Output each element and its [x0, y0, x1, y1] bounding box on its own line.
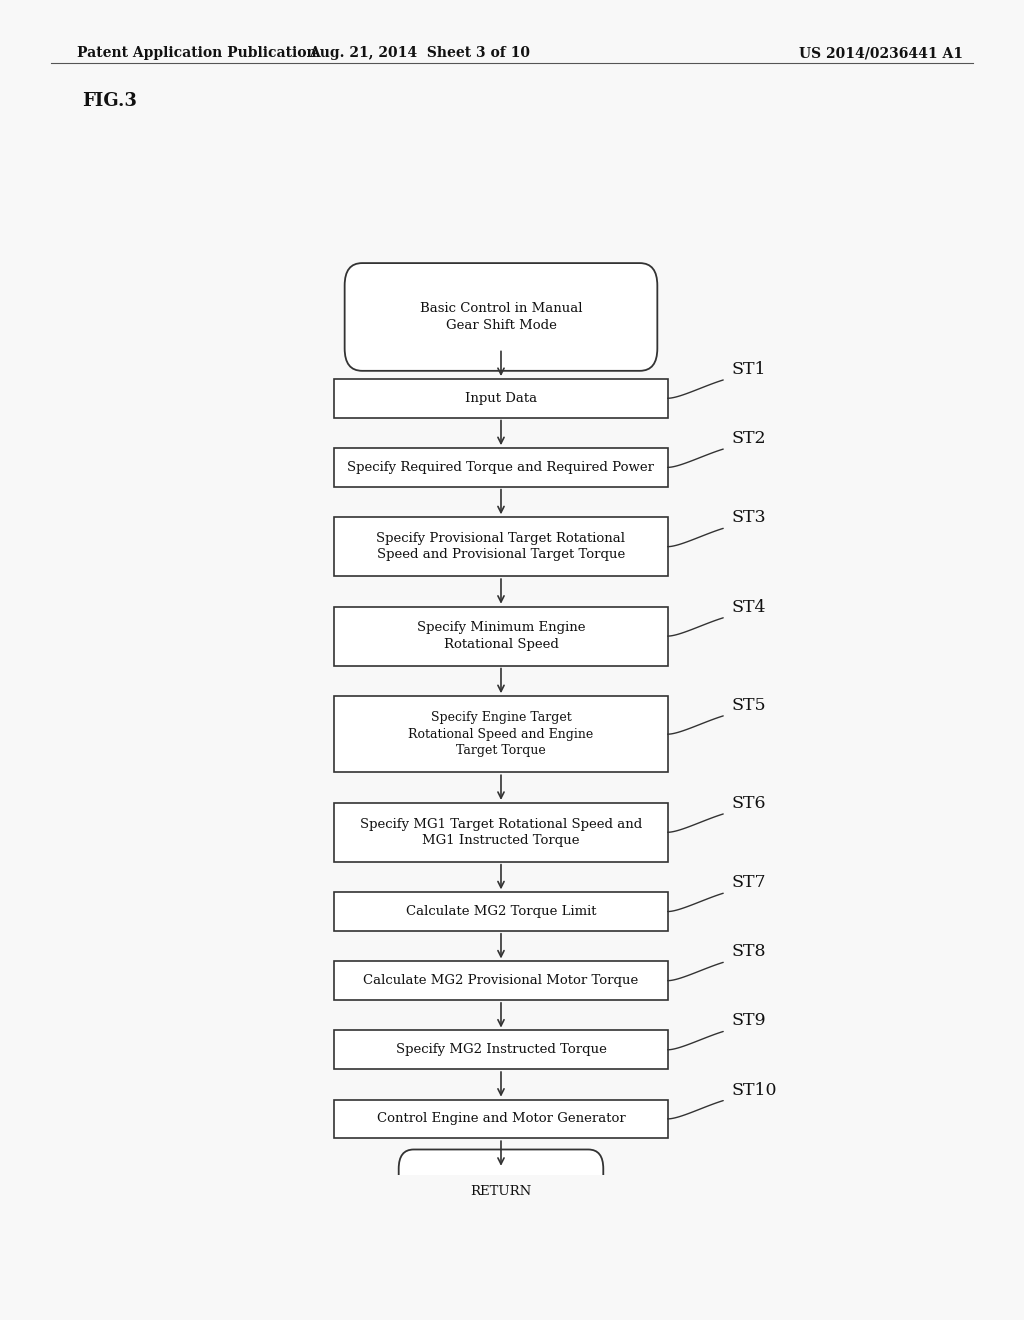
- Bar: [334, 517, 668, 576]
- Text: Specify MG1 Target Rotational Speed and
MG1 Instructed Torque: Specify MG1 Target Rotational Speed and …: [359, 817, 642, 847]
- Text: Patent Application Publication: Patent Application Publication: [77, 46, 316, 61]
- Text: ST1: ST1: [731, 360, 766, 378]
- Text: ST6: ST6: [731, 795, 766, 812]
- Text: ST10: ST10: [731, 1081, 776, 1098]
- Text: Input Data: Input Data: [465, 392, 537, 405]
- Bar: [334, 1100, 668, 1138]
- Text: FIG.3: FIG.3: [82, 92, 137, 111]
- Bar: [334, 803, 668, 862]
- Text: ST4: ST4: [731, 599, 766, 616]
- Text: ST8: ST8: [731, 944, 766, 961]
- Text: Aug. 21, 2014  Sheet 3 of 10: Aug. 21, 2014 Sheet 3 of 10: [309, 46, 530, 61]
- Text: Specify Provisional Target Rotational
Speed and Provisional Target Torque: Specify Provisional Target Rotational Sp…: [377, 532, 626, 561]
- Bar: [334, 607, 668, 665]
- Bar: [334, 892, 668, 931]
- FancyBboxPatch shape: [398, 1150, 603, 1234]
- Text: RETURN: RETURN: [470, 1185, 531, 1199]
- Text: Calculate MG2 Provisional Motor Torque: Calculate MG2 Provisional Motor Torque: [364, 974, 639, 987]
- Text: Specify Engine Target
Rotational Speed and Engine
Target Torque: Specify Engine Target Rotational Speed a…: [409, 711, 594, 758]
- Text: Control Engine and Motor Generator: Control Engine and Motor Generator: [377, 1113, 626, 1126]
- Text: Specify Minimum Engine
Rotational Speed: Specify Minimum Engine Rotational Speed: [417, 622, 586, 651]
- Bar: [334, 1031, 668, 1069]
- Bar: [334, 447, 668, 487]
- Text: Specify MG2 Instructed Torque: Specify MG2 Instructed Torque: [395, 1043, 606, 1056]
- Bar: [334, 379, 668, 417]
- Text: Specify Required Torque and Required Power: Specify Required Torque and Required Pow…: [347, 461, 654, 474]
- Bar: [334, 696, 668, 772]
- Text: ST2: ST2: [731, 430, 766, 447]
- Text: ST7: ST7: [731, 874, 766, 891]
- Text: US 2014/0236441 A1: US 2014/0236441 A1: [799, 46, 963, 61]
- Text: Calculate MG2 Torque Limit: Calculate MG2 Torque Limit: [406, 906, 596, 917]
- Bar: [334, 961, 668, 1001]
- Text: ST5: ST5: [731, 697, 766, 714]
- FancyBboxPatch shape: [345, 263, 657, 371]
- Text: ST9: ST9: [731, 1012, 766, 1030]
- Text: ST3: ST3: [731, 510, 766, 527]
- Text: Basic Control in Manual
Gear Shift Mode: Basic Control in Manual Gear Shift Mode: [420, 302, 583, 331]
